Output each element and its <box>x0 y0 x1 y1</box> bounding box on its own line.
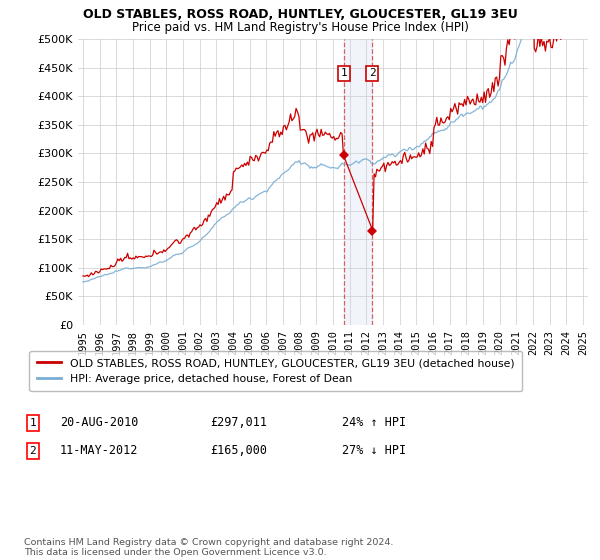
Legend: OLD STABLES, ROSS ROAD, HUNTLEY, GLOUCESTER, GL19 3EU (detached house), HPI: Ave: OLD STABLES, ROSS ROAD, HUNTLEY, GLOUCES… <box>29 351 522 391</box>
Text: 27% ↓ HPI: 27% ↓ HPI <box>342 444 406 458</box>
Text: 20-AUG-2010: 20-AUG-2010 <box>60 416 139 430</box>
Text: £297,011: £297,011 <box>210 416 267 430</box>
Title: OLD STABLES, ROSS ROAD, HUNTLEY, GLOUCESTER, GL19 3EU
Price paid vs. HM Land Reg: OLD STABLES, ROSS ROAD, HUNTLEY, GLOUCES… <box>0 559 1 560</box>
Bar <box>344 39 373 325</box>
Text: OLD STABLES, ROSS ROAD, HUNTLEY, GLOUCESTER, GL19 3EU: OLD STABLES, ROSS ROAD, HUNTLEY, GLOUCES… <box>83 8 517 21</box>
Text: 24% ↑ HPI: 24% ↑ HPI <box>342 416 406 430</box>
Text: 1: 1 <box>29 418 37 428</box>
Text: 2: 2 <box>29 446 37 456</box>
Text: 11-MAY-2012: 11-MAY-2012 <box>60 444 139 458</box>
Text: 2: 2 <box>369 68 376 78</box>
Text: Contains HM Land Registry data © Crown copyright and database right 2024.
This d: Contains HM Land Registry data © Crown c… <box>24 538 394 557</box>
Text: £165,000: £165,000 <box>210 444 267 458</box>
Text: 1: 1 <box>340 68 347 78</box>
Text: Price paid vs. HM Land Registry's House Price Index (HPI): Price paid vs. HM Land Registry's House … <box>131 21 469 34</box>
